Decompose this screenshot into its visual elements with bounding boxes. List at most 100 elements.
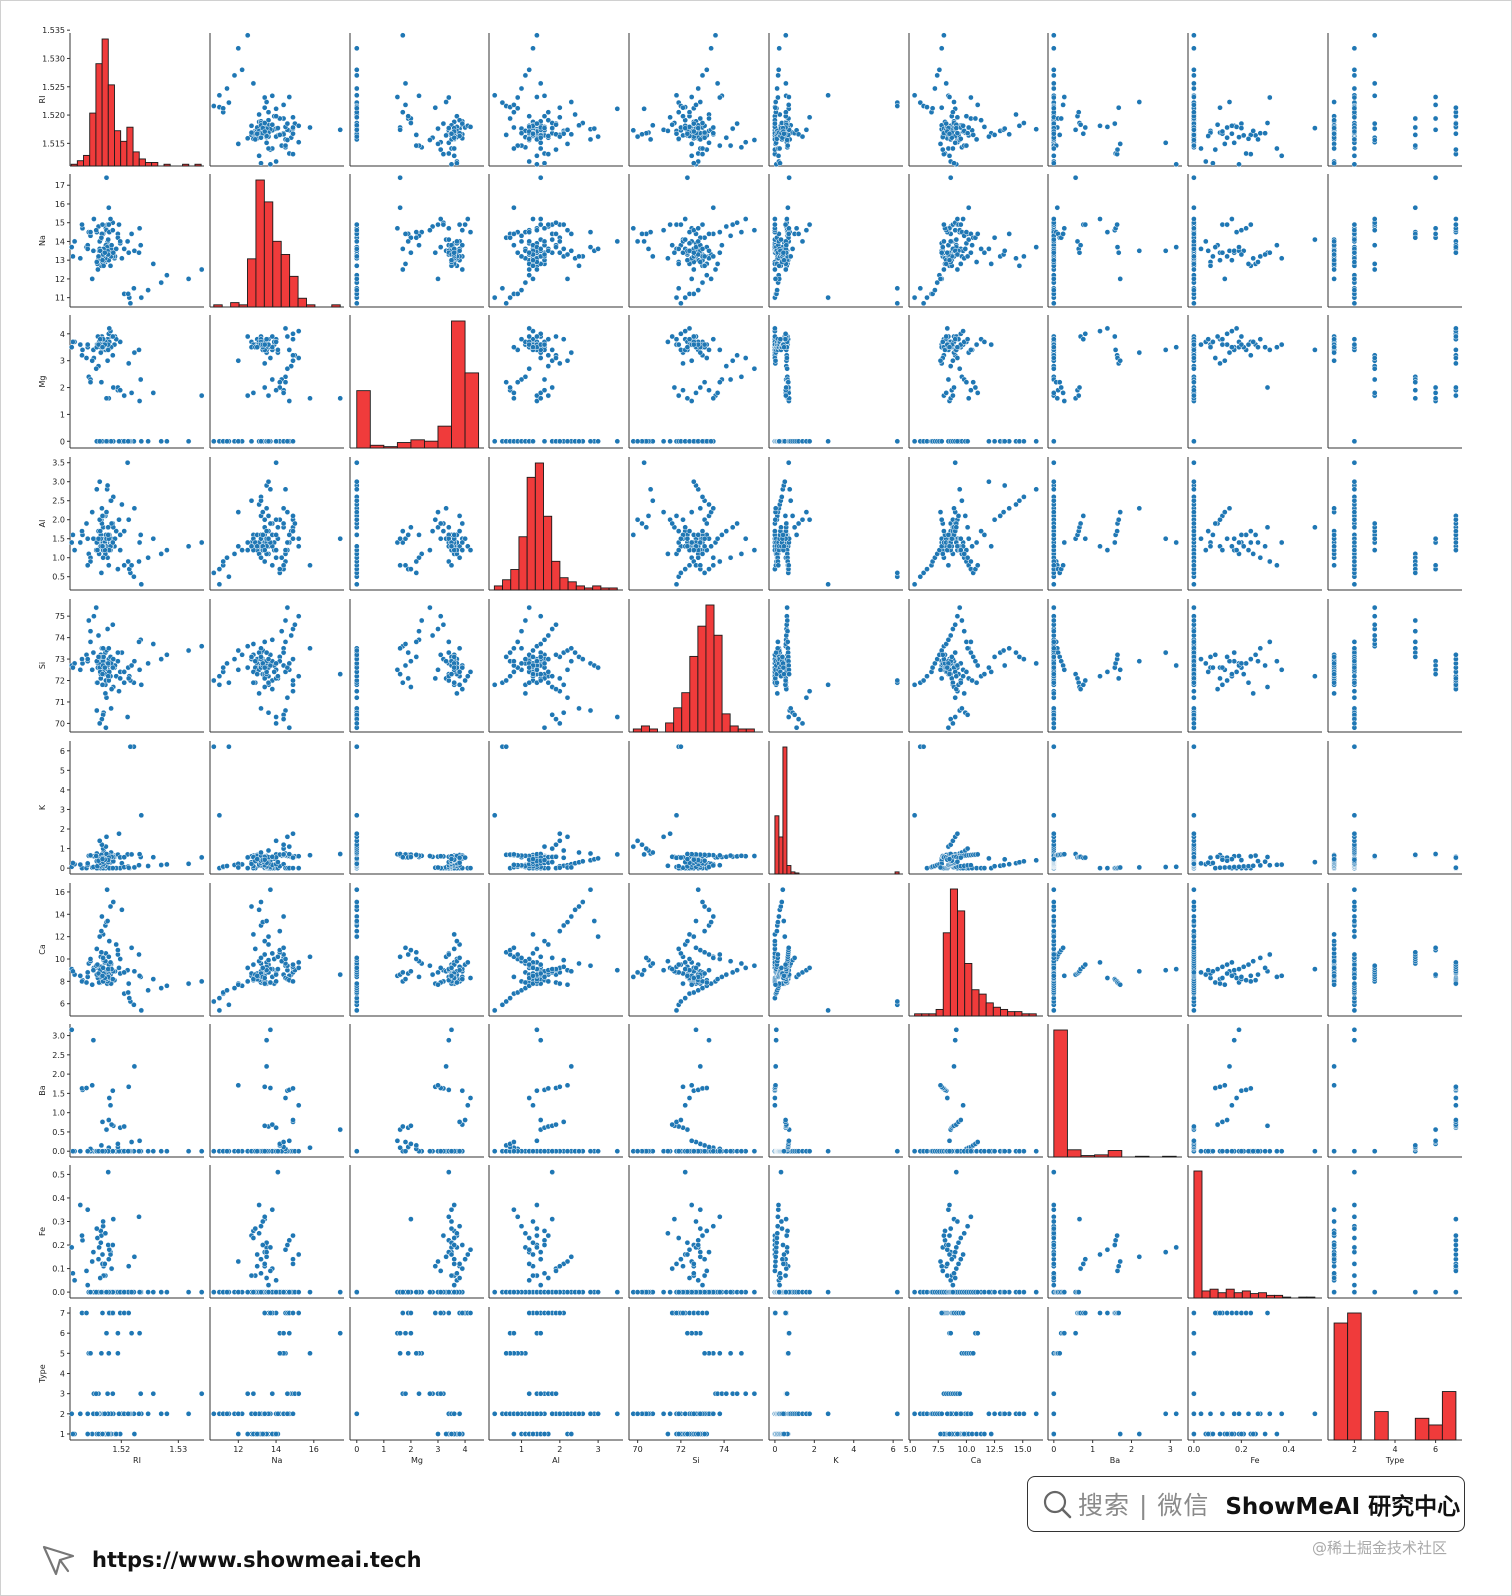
scatter-point bbox=[1351, 558, 1358, 565]
scatter-point bbox=[710, 562, 717, 569]
scatter-point bbox=[665, 128, 671, 134]
scatter-point bbox=[947, 174, 954, 181]
scatter-point bbox=[121, 679, 128, 686]
scatter-point bbox=[456, 681, 463, 688]
scatter-point bbox=[451, 532, 458, 538]
panel-Al-vs-Mg bbox=[349, 457, 484, 591]
scatter-point bbox=[1202, 158, 1209, 165]
scatter-point bbox=[254, 543, 261, 550]
scatter-point bbox=[235, 141, 242, 147]
scatter-point bbox=[777, 336, 784, 343]
scatter-point bbox=[416, 242, 422, 249]
scatter-point bbox=[526, 365, 533, 372]
scatter-point bbox=[716, 94, 723, 101]
panel-Na-vs-Al bbox=[488, 174, 623, 308]
panel-Si-vs-Al bbox=[488, 599, 623, 733]
scatter-point bbox=[121, 246, 128, 252]
scatter-point bbox=[353, 497, 360, 504]
scatter-point bbox=[1255, 259, 1261, 265]
scatter-point bbox=[541, 660, 548, 667]
scatter-point bbox=[518, 130, 525, 137]
hist-bar bbox=[721, 713, 731, 733]
scatter-point bbox=[220, 664, 227, 671]
scatter-point bbox=[1050, 105, 1057, 112]
scatter-point bbox=[1412, 115, 1419, 122]
scatter-point bbox=[675, 109, 682, 116]
scatter-point bbox=[772, 276, 779, 282]
scatter-point bbox=[981, 671, 988, 677]
scatter-point bbox=[775, 562, 782, 569]
scatter-point bbox=[526, 229, 533, 235]
scatter-point bbox=[119, 255, 125, 262]
scatter-point bbox=[84, 562, 91, 569]
scatter-point bbox=[774, 690, 781, 697]
panel-Si-vs-Ba bbox=[1047, 599, 1182, 733]
scatter-point bbox=[1226, 349, 1233, 356]
scatter-point bbox=[956, 604, 963, 611]
scatter-point bbox=[1351, 547, 1358, 553]
scatter-point bbox=[418, 617, 425, 624]
scatter-point bbox=[1371, 242, 1378, 249]
scatter-point bbox=[941, 32, 947, 39]
scatter-point bbox=[690, 266, 697, 273]
scatter-point bbox=[109, 664, 116, 671]
scatter-point bbox=[210, 103, 217, 109]
scatter-point bbox=[738, 144, 745, 151]
scatter-point bbox=[1250, 255, 1257, 262]
scatter-point bbox=[955, 513, 962, 519]
scatter-point bbox=[1050, 344, 1057, 351]
scatter-point bbox=[778, 236, 784, 243]
scatter-point bbox=[1351, 486, 1358, 493]
hist-bar bbox=[543, 515, 553, 591]
scatter-point bbox=[534, 227, 540, 234]
scatter-point bbox=[216, 581, 223, 588]
scatter-point bbox=[723, 223, 730, 230]
scatter-point bbox=[560, 130, 567, 137]
scatter-point bbox=[1243, 225, 1249, 232]
scatter-point bbox=[77, 341, 84, 348]
scatter-point bbox=[1453, 216, 1459, 222]
scatter-point bbox=[1412, 379, 1419, 386]
scatter-point bbox=[667, 438, 673, 445]
scatter-point bbox=[93, 259, 100, 265]
scatter-point bbox=[1021, 438, 1027, 445]
scatter-point bbox=[94, 679, 101, 686]
scatter-point bbox=[265, 535, 272, 542]
scatter-point bbox=[973, 539, 980, 546]
scatter-point bbox=[1274, 562, 1280, 569]
scatter-point bbox=[1255, 344, 1261, 351]
scatter-point bbox=[772, 120, 778, 127]
scatter-point bbox=[706, 247, 712, 254]
scatter-point bbox=[70, 664, 76, 671]
scatter-point bbox=[353, 532, 360, 538]
scatter-point bbox=[986, 664, 992, 671]
scatter-point bbox=[981, 249, 988, 256]
scatter-point bbox=[564, 357, 571, 364]
scatter-point bbox=[288, 632, 295, 639]
scatter-point bbox=[1351, 128, 1358, 135]
scatter-point bbox=[250, 679, 257, 686]
scatter-point bbox=[776, 438, 783, 445]
scatter-point bbox=[284, 539, 291, 546]
scatter-point bbox=[1351, 459, 1358, 466]
scatter-point bbox=[445, 524, 452, 531]
scatter-point bbox=[77, 539, 84, 546]
scatter-point bbox=[639, 520, 645, 527]
scatter-point bbox=[943, 390, 950, 396]
scatter-point bbox=[706, 566, 712, 572]
scatter-point bbox=[79, 347, 86, 353]
scatter-point bbox=[1191, 347, 1197, 353]
scatter-point bbox=[560, 681, 567, 688]
scatter-point bbox=[564, 438, 571, 445]
scatter-point bbox=[448, 130, 455, 137]
scatter-point bbox=[292, 621, 298, 628]
hist-bar bbox=[114, 130, 122, 167]
scatter-point bbox=[248, 654, 255, 660]
scatter-point bbox=[1219, 221, 1226, 228]
scatter-point bbox=[526, 679, 533, 686]
scatter-point bbox=[964, 645, 971, 652]
scatter-point bbox=[273, 105, 279, 112]
scatter-point bbox=[278, 628, 285, 635]
scatter-point bbox=[1205, 528, 1212, 534]
scatter-point bbox=[295, 543, 302, 550]
